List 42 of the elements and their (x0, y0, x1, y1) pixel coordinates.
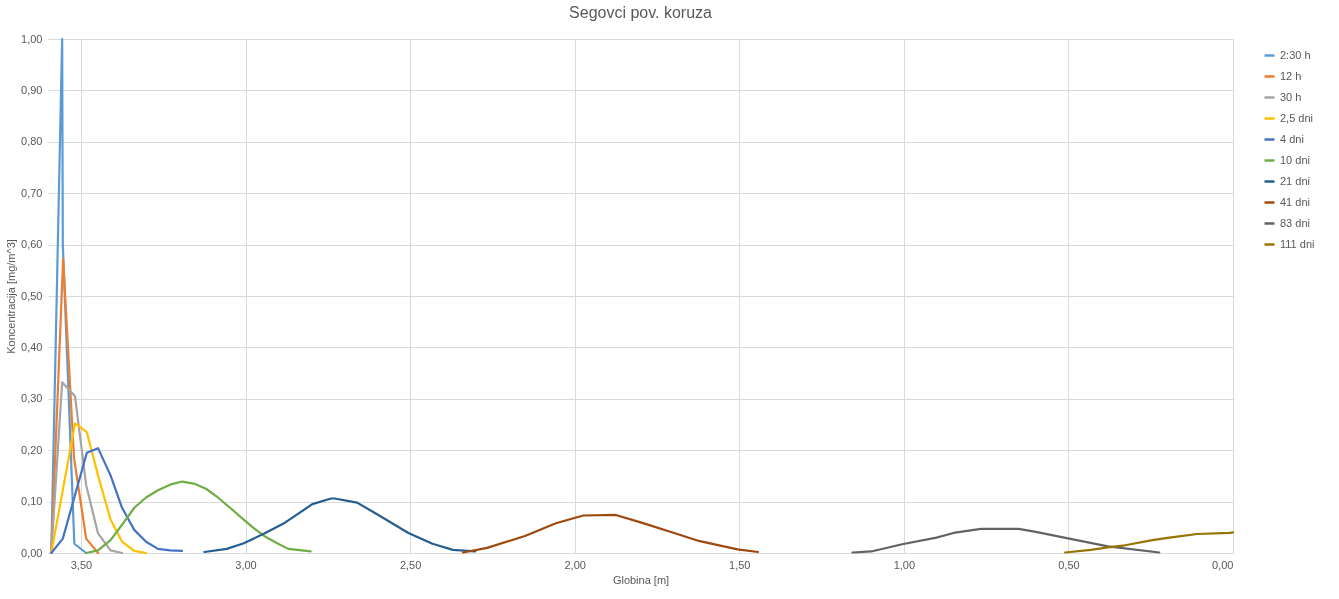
legend-label: 41 dni (1280, 195, 1310, 208)
x-tick-label: 3,00 (235, 558, 257, 571)
line-series (851, 527, 1161, 554)
chart-title: Segovci pov. koruza (569, 4, 713, 21)
legend-label: 2:30 h (1280, 48, 1311, 61)
legend-label: 12 h (1280, 69, 1302, 82)
legend-label: 30 h (1280, 90, 1302, 103)
y-tick-label: 0,80 (21, 135, 43, 148)
x-tick-label: 1,00 (893, 558, 916, 571)
line-series (50, 422, 148, 555)
line-series (461, 513, 760, 554)
x-axis-title: Globina [m] (612, 573, 670, 586)
line-series (50, 257, 100, 555)
line-series (50, 447, 184, 555)
line-series (50, 37, 88, 555)
line-series (50, 381, 124, 555)
y-axis-title: Koncentracija [mg/m^3] (5, 239, 18, 354)
x-tick-label: 0,50 (1058, 558, 1080, 571)
x-tick-label: 1,50 (729, 558, 751, 571)
x-tick-label: 2,00 (564, 558, 586, 571)
legend-label: 10 dni (1280, 153, 1310, 166)
x-tick-label: 2,50 (399, 558, 422, 571)
y-tick-label: 1,00 (21, 32, 43, 45)
y-tick-label: 0,70 (21, 186, 43, 199)
y-tick-label: 0,40 (21, 340, 43, 353)
y-tick-label: 0,50 (21, 289, 43, 302)
legend-label: 4 dni (1280, 132, 1304, 145)
x-tick-label: 3,50 (70, 558, 93, 571)
x-tick-label: 0,00 (1212, 558, 1234, 571)
y-tick-label: 0,30 (21, 392, 43, 405)
legend-label: 2,5 dni (1280, 111, 1314, 124)
y-tick-label: 0,00 (21, 546, 43, 559)
y-tick-label: 0,90 (21, 83, 43, 96)
y-tick-label: 0,60 (21, 238, 43, 251)
y-tick-label: 0,10 (21, 495, 43, 508)
line-series (1064, 531, 1235, 554)
legend-label: 21 dni (1280, 174, 1310, 187)
line-series (203, 497, 477, 554)
legend-label: 111 dni (1280, 237, 1315, 250)
line-series (85, 480, 312, 555)
legend-label: 83 dni (1280, 216, 1310, 229)
y-tick-label: 0,20 (21, 443, 43, 456)
